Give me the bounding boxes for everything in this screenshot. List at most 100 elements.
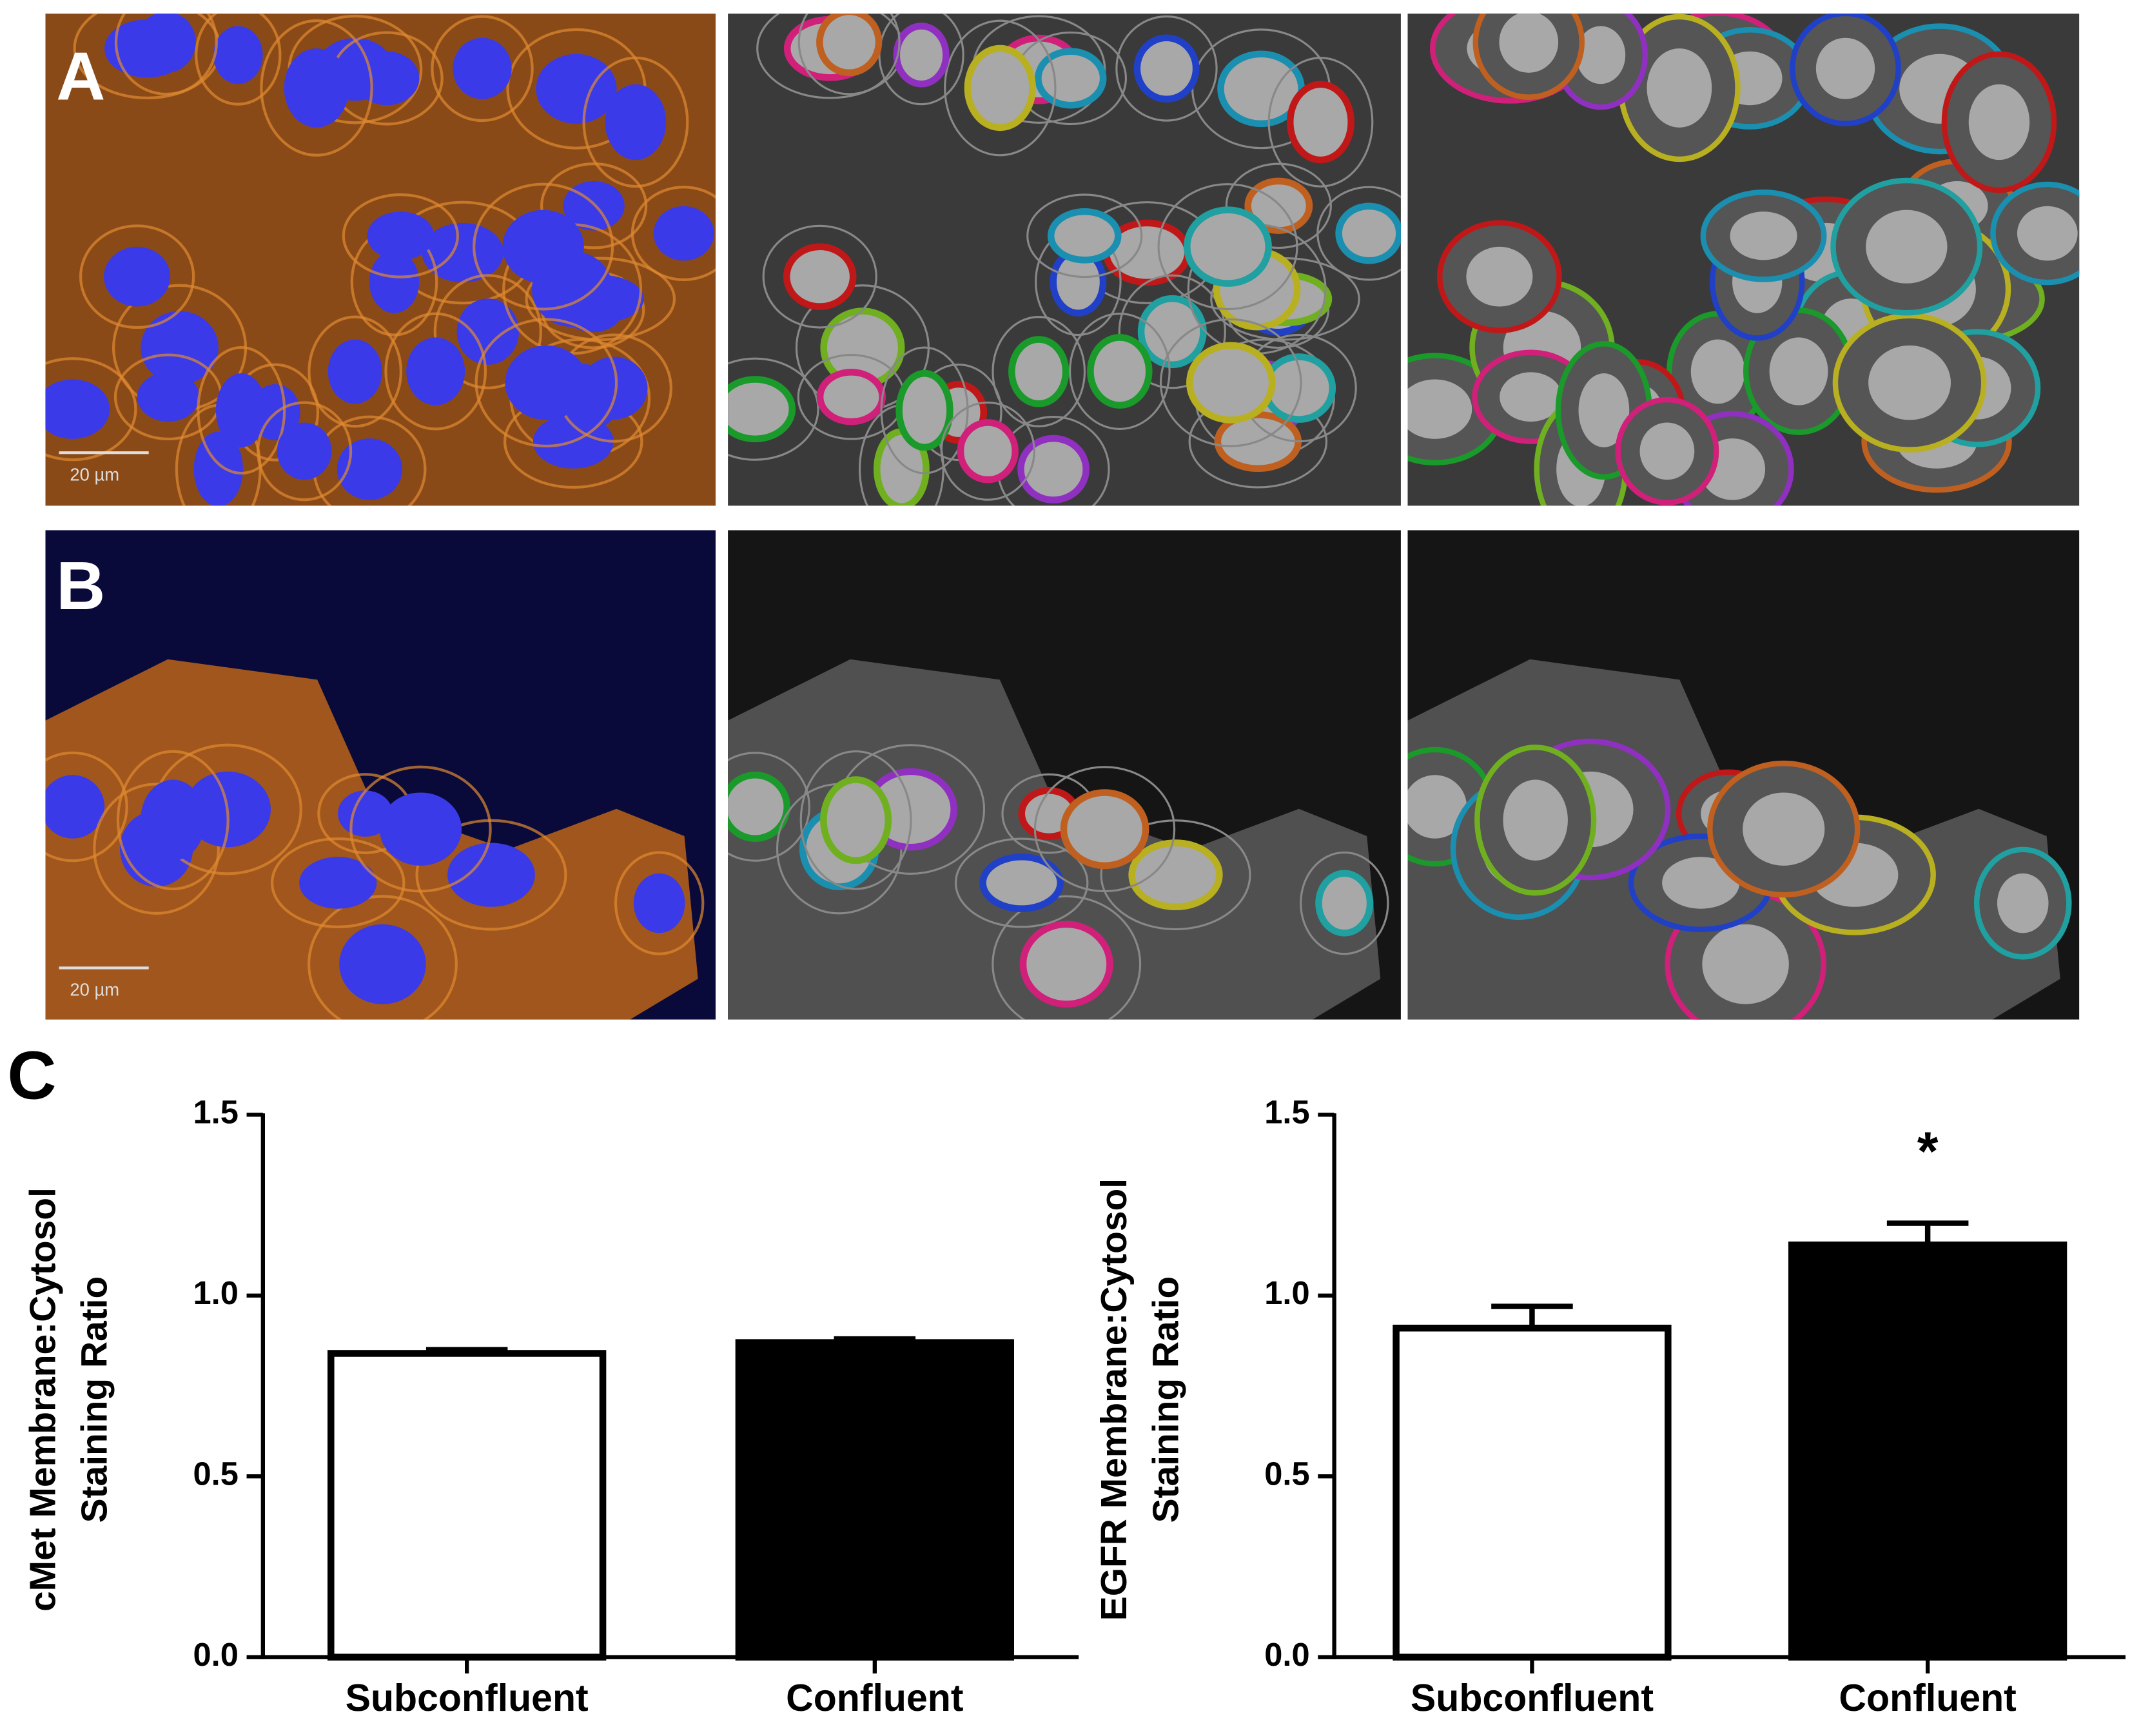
nucleus xyxy=(1647,48,1712,128)
nucleus xyxy=(141,311,219,385)
y-axis-title: EGFR Membrane:Cytosol xyxy=(1093,1178,1135,1621)
nucleus xyxy=(653,206,714,261)
nucleus xyxy=(45,775,105,839)
cell-outline xyxy=(195,14,282,106)
cell-outline xyxy=(631,186,716,281)
cell-outline xyxy=(1300,851,1389,955)
nucleus xyxy=(1743,792,1825,866)
nucleus xyxy=(453,37,512,99)
cell-outline xyxy=(1118,274,1226,389)
nucleus xyxy=(2017,206,2078,261)
nucleus xyxy=(1968,84,2030,161)
cell-outline xyxy=(45,751,128,863)
cell-outline xyxy=(308,315,403,428)
nucleus xyxy=(1035,48,1107,109)
cell-outline xyxy=(992,895,1142,1020)
cell-outline xyxy=(1225,162,1332,249)
nucleus xyxy=(1286,81,1354,164)
x-tick-label: Subconfluent xyxy=(346,1677,589,1719)
cell-outline xyxy=(308,895,458,1020)
nucleus xyxy=(337,438,402,500)
nucleus xyxy=(1137,295,1207,369)
cell-outline xyxy=(728,752,810,862)
cell-outline xyxy=(1115,15,1218,122)
nucleus xyxy=(1769,337,1828,405)
nucleus xyxy=(1407,775,1467,839)
cell-outline xyxy=(540,162,648,249)
nucleus xyxy=(367,211,435,260)
y-tick-label: 1.0 xyxy=(193,1274,239,1311)
y-tick-label: 0.0 xyxy=(193,1636,239,1673)
cell-outline xyxy=(525,257,676,341)
nucleus xyxy=(536,54,617,124)
nucleus xyxy=(1866,210,1948,284)
nucleus xyxy=(1503,779,1568,861)
nucleus xyxy=(1639,422,1695,480)
cell-outline xyxy=(384,312,487,431)
nucleus xyxy=(456,298,520,365)
nucleus xyxy=(284,48,349,128)
micrograph xyxy=(1407,14,2080,506)
nucleus xyxy=(141,779,206,861)
cell-outline xyxy=(1157,183,1298,311)
cell-outline xyxy=(431,15,534,122)
cell-outline xyxy=(474,318,618,448)
nucleus xyxy=(728,376,796,443)
nucleus xyxy=(215,373,267,447)
nucleus xyxy=(1008,336,1070,407)
cell-outline xyxy=(342,193,459,278)
nucleus xyxy=(213,26,263,84)
scale-bar-label: 20 µm xyxy=(70,464,119,484)
nucleus xyxy=(1702,924,1789,1004)
cell-outline xyxy=(940,401,1035,501)
nucleus xyxy=(633,873,685,933)
nucleus xyxy=(1017,434,1090,503)
y-tick-label: 0.0 xyxy=(1264,1636,1309,1673)
nucleus xyxy=(1060,789,1149,870)
y-tick-label: 0.5 xyxy=(193,1456,239,1492)
nucleus xyxy=(1133,34,1200,103)
nucleus xyxy=(1315,870,1374,937)
nucleus xyxy=(277,422,332,480)
cell-outline xyxy=(582,56,689,188)
nucleus xyxy=(137,372,200,422)
cell-outline xyxy=(1068,313,1171,431)
micrograph xyxy=(728,14,1401,506)
cell-outline xyxy=(116,750,230,891)
nucleus xyxy=(1500,372,1562,422)
cell-outline xyxy=(762,224,877,329)
cell-outline xyxy=(79,224,195,329)
nucleus xyxy=(1815,37,1875,99)
bar xyxy=(735,1339,1014,1661)
cell-sheet xyxy=(45,659,698,1020)
cell-outline xyxy=(944,19,1057,157)
cell-outline xyxy=(256,401,353,502)
cell-outline xyxy=(1100,819,1251,931)
nucleus xyxy=(104,246,171,307)
micrographs xyxy=(45,14,2080,1020)
nucleus xyxy=(580,356,648,420)
nucleus xyxy=(45,379,110,439)
nucleus xyxy=(1578,373,1630,447)
nucleus xyxy=(1730,211,1797,260)
cell-outline xyxy=(799,750,912,890)
cell-outline xyxy=(728,357,819,461)
nucleus xyxy=(339,924,426,1004)
nucleus xyxy=(1184,206,1272,287)
cell-outline xyxy=(992,316,1086,427)
cell-outline xyxy=(197,346,286,475)
cell-outline xyxy=(954,837,1089,928)
nucleus xyxy=(1868,345,1951,420)
cell-outline xyxy=(114,14,218,96)
cell-outline xyxy=(433,274,542,389)
nucleus xyxy=(1047,208,1122,264)
nucleus xyxy=(505,345,588,420)
cell-outline xyxy=(1159,318,1302,447)
nucleus xyxy=(369,250,420,313)
micrograph xyxy=(1407,530,2080,1020)
micrograph xyxy=(45,530,716,1020)
nucleus xyxy=(816,14,883,77)
nucleus xyxy=(1186,342,1276,424)
nucleus xyxy=(1499,14,1559,73)
scale-bar-label: 20 µm xyxy=(70,980,119,1000)
